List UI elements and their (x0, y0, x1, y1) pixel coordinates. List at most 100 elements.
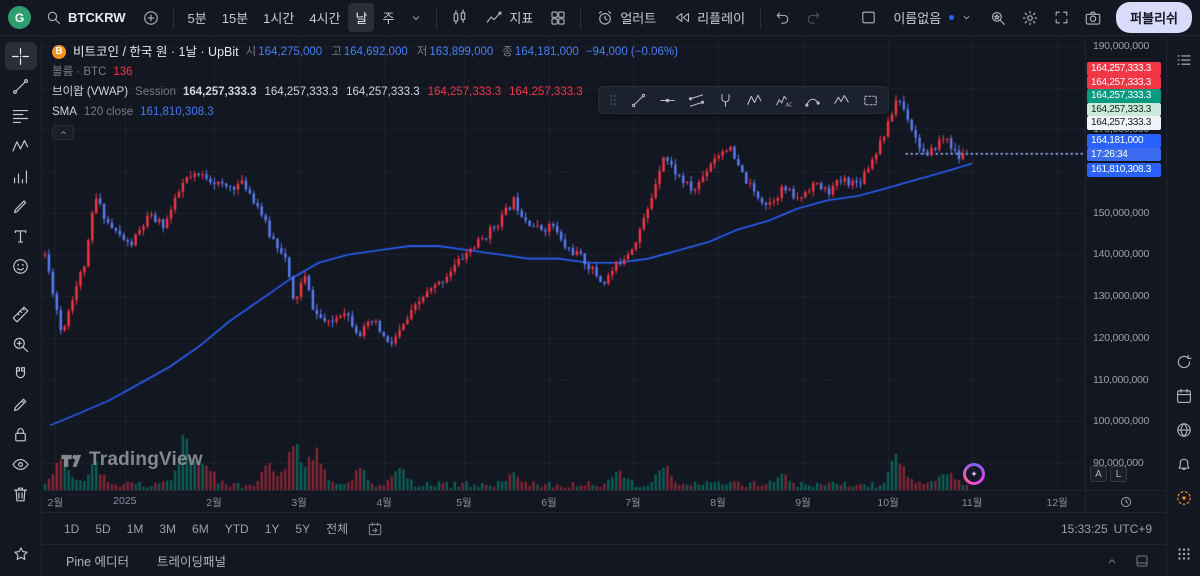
range-button[interactable]: 6M (185, 516, 216, 541)
save-layout-button[interactable] (854, 4, 883, 31)
fib-retracement-tool-button[interactable] (5, 102, 37, 130)
interval-button[interactable]: 15분 (215, 3, 255, 32)
range-button[interactable]: 1Y (258, 516, 287, 541)
current-time[interactable]: 15:33:25 (1060, 521, 1108, 536)
layout-name-button[interactable]: 이름없음 (885, 3, 981, 32)
symbol-title: 비트코인 / 한국 원 · 1날 · UpBit (73, 45, 239, 59)
sma-legend-row[interactable]: SMA 120 close 161,810,308.3 (52, 102, 678, 122)
bottom-tab[interactable]: Pine 에디터 (64, 547, 131, 574)
community-button[interactable] (1170, 484, 1198, 512)
timezone-button[interactable] (1117, 493, 1135, 511)
goto-date-button[interactable] (361, 518, 389, 540)
fullscreen-button[interactable] (1047, 4, 1076, 31)
scale-l-button[interactable]: L (1110, 466, 1127, 482)
brush-tool-button[interactable] (5, 192, 37, 220)
range-button[interactable]: 1D (57, 516, 86, 541)
trash-tool-button[interactable] (5, 480, 37, 508)
curve-draw-button[interactable] (798, 88, 826, 112)
watchlist-button[interactable] (1170, 46, 1198, 74)
star-icon (12, 545, 30, 563)
xabcd-pattern-tool-button[interactable] (5, 132, 37, 160)
indicator-templates-button[interactable] (543, 4, 573, 32)
redo-button[interactable] (799, 4, 828, 31)
price-axis[interactable]: AL 190,000,000180,000,000170,000,000160,… (1085, 36, 1166, 490)
publish-button[interactable]: 퍼블리쉬 (1116, 2, 1192, 33)
range-button[interactable]: 전체 (319, 516, 355, 541)
edit-tool-button[interactable] (5, 390, 37, 418)
interval-expand-button[interactable] (403, 6, 429, 30)
refresh-button[interactable] (1170, 348, 1198, 376)
quick-search-button[interactable] (983, 4, 1013, 32)
range-button[interactable]: 5Y (288, 516, 317, 541)
redo-icon (805, 9, 822, 26)
range-button[interactable]: 1M (120, 516, 151, 541)
vwap-value: 164,257,333.3 (427, 86, 502, 98)
community-icon (1175, 489, 1193, 507)
maximize-panel-button[interactable] (1132, 551, 1152, 571)
search-icon (45, 9, 62, 26)
alert-clock-icon (596, 9, 614, 27)
apps-grid-button[interactable] (1170, 540, 1198, 568)
favorites-star-button[interactable] (5, 540, 37, 568)
interval-button[interactable]: 1시간 (256, 3, 301, 32)
candle-countdown-tag: 17:26:34 (1087, 147, 1161, 161)
crosshair-tool-button[interactable] (4, 42, 37, 70)
range-button[interactable]: 5D (88, 516, 117, 541)
symbol-search-button[interactable]: BTCKRW (37, 4, 134, 31)
eye-tool-button[interactable] (5, 450, 37, 478)
interval-button[interactable]: 날 (348, 3, 375, 32)
symbol-legend-row[interactable]: B 비트코인 / 한국 원 · 1날 · UpBit 시 164,275,000 고… (52, 42, 678, 62)
range-button[interactable]: YTD (218, 516, 256, 541)
chart-type-button[interactable] (444, 3, 475, 32)
indicators-label: 지표 (509, 11, 534, 26)
forecast-tool-button[interactable] (5, 162, 37, 190)
volume-legend-row[interactable]: 볼륨 · BTC 136 (52, 62, 678, 82)
ohlc-value: 164,275,000 (258, 46, 323, 58)
range-bar: 1D 5D 1M 3M 6M YTD 1Y 5Y 전체 15:33:25 UTC+9 (42, 512, 1166, 544)
compare-add-button[interactable] (136, 4, 166, 32)
undo-button[interactable] (768, 4, 797, 31)
parallel-channel-icon (688, 92, 705, 109)
vwap-band-tag: 164,257,333.3 (1087, 89, 1161, 103)
legend-collapse-button[interactable] (52, 125, 74, 140)
price-chart-canvas[interactable] (42, 36, 1085, 490)
text-tool-button[interactable] (5, 222, 37, 250)
bottom-tab[interactable]: 트레이딩패널 (155, 547, 228, 574)
time-axis[interactable]: 2월 2025 2월 3월 4월 5월 6월 7월 8월 9월 10월 11월 12월 (42, 490, 1166, 512)
zoom-in-tool-button[interactable] (5, 330, 37, 358)
account-menu-button[interactable]: G (8, 6, 31, 29)
emoji-tool-button[interactable] (5, 252, 37, 280)
insights-sparkle-button[interactable]: ✦ (963, 463, 985, 485)
polyline-draw-button[interactable] (827, 88, 855, 112)
pitchfork-draw-button[interactable] (711, 88, 739, 112)
settings-button[interactable] (1015, 4, 1045, 32)
scale-a-button[interactable]: A (1090, 466, 1107, 482)
rectangle-draw-button[interactable] (856, 88, 884, 112)
interval-button[interactable]: 5분 (181, 3, 214, 32)
trend-line-draw-button[interactable] (624, 88, 652, 112)
alert-button[interactable]: 얼러트 (588, 3, 664, 32)
drag-handle[interactable] (603, 93, 623, 107)
range-button[interactable]: 3M (152, 516, 183, 541)
horizontal-line-draw-button[interactable] (653, 88, 681, 112)
replay-button[interactable]: 리플레이 (666, 3, 753, 32)
interval-button[interactable]: 주 (375, 3, 401, 32)
elliott-wave-draw-button[interactable]: AC (769, 88, 797, 112)
timezone-label[interactable]: UTC+9 (1113, 521, 1152, 536)
lock-tool-button[interactable] (5, 420, 37, 448)
xabcd-pattern-draw-button[interactable] (740, 88, 768, 112)
expand-panel-button[interactable] (1102, 551, 1122, 571)
indicators-button[interactable]: 지표 (477, 3, 541, 32)
web-button[interactable] (1170, 416, 1198, 444)
notifications-button[interactable] (1170, 450, 1198, 478)
magnet-tool-button[interactable] (5, 360, 37, 388)
undo-icon (774, 9, 791, 26)
vwap-legend-row[interactable]: 브이왑 (VWAP) Session 164,257,333.3 164,257,… (52, 82, 678, 102)
snapshot-button[interactable] (1078, 4, 1108, 32)
parallel-channel-draw-button[interactable] (682, 88, 710, 112)
trend-line-tool-button[interactable] (5, 72, 37, 100)
interval-button[interactable]: 4시간 (302, 3, 347, 32)
calendar-button[interactable] (1170, 382, 1198, 410)
ruler-tool-button[interactable] (5, 300, 37, 328)
toolbar-separator (172, 6, 174, 29)
